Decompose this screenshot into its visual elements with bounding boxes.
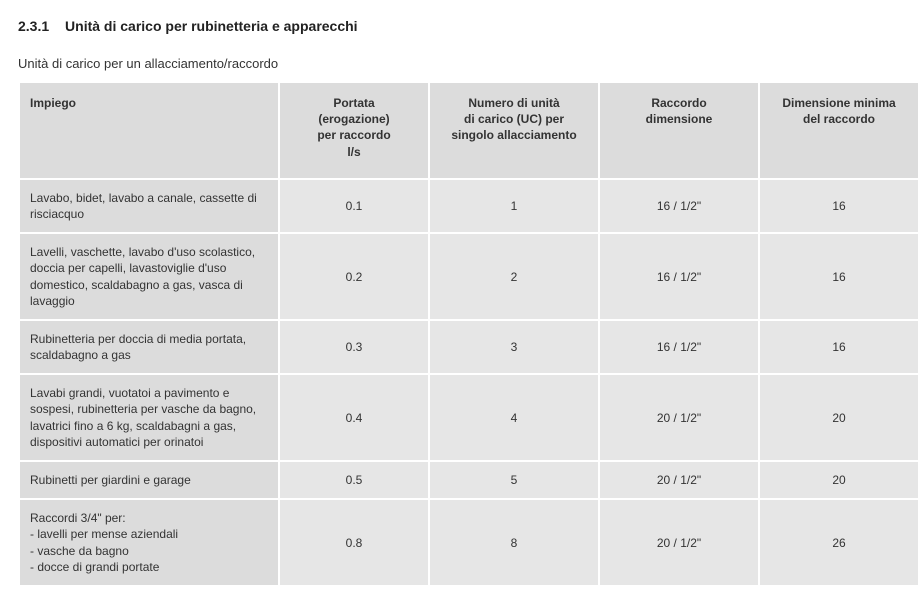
cell-impiego: Rubinetteria per doccia di media portata… [19,320,279,374]
cell-portata: 0.4 [279,374,429,461]
cell-raccordo: 16 / 1/2" [599,179,759,233]
section-number: 2.3.1 [18,18,49,34]
cell-dimmin: 16 [759,320,919,374]
cell-uc: 1 [429,179,599,233]
cell-raccordo: 16 / 1/2" [599,320,759,374]
load-units-table: Impiego Portata (erogazione) per raccord… [18,81,920,587]
section-title: Unità di carico per rubinetteria e appar… [65,18,358,34]
table-header-row: Impiego Portata (erogazione) per raccord… [19,82,919,179]
table-row: Lavabi grandi, vuotatoi a pavimento e so… [19,374,919,461]
cell-impiego: Raccordi 3/4" per: - lavelli per mense a… [19,499,279,586]
table-row: Lavabo, bidet, lavabo a canale, cassette… [19,179,919,233]
cell-portata: 0.5 [279,461,429,499]
cell-raccordo: 16 / 1/2" [599,233,759,320]
cell-dimmin: 20 [759,461,919,499]
cell-dimmin: 16 [759,179,919,233]
col-header-uc: Numero di unità di carico (UC) per singo… [429,82,599,179]
section-heading: 2.3.1 Unità di carico per rubinetteria e… [18,18,905,34]
cell-impiego: Rubinetti per giardini e garage [19,461,279,499]
cell-impiego: Lavabi grandi, vuotatoi a pavimento e so… [19,374,279,461]
col-header-raccordo: Raccordo dimensione [599,82,759,179]
cell-raccordo: 20 / 1/2" [599,374,759,461]
col-header-dimmin: Dimensione minima del raccordo [759,82,919,179]
table-row: Lavelli, vaschette, lavabo d'uso scolast… [19,233,919,320]
cell-dimmin: 20 [759,374,919,461]
cell-raccordo: 20 / 1/2" [599,499,759,586]
cell-portata: 0.1 [279,179,429,233]
col-header-portata: Portata (erogazione) per raccordo l/s [279,82,429,179]
cell-portata: 0.2 [279,233,429,320]
cell-portata: 0.8 [279,499,429,586]
col-header-impiego: Impiego [19,82,279,179]
cell-raccordo: 20 / 1/2" [599,461,759,499]
table-row: Rubinetteria per doccia di media portata… [19,320,919,374]
cell-impiego: Lavelli, vaschette, lavabo d'uso scolast… [19,233,279,320]
cell-uc: 8 [429,499,599,586]
cell-portata: 0.3 [279,320,429,374]
cell-uc: 3 [429,320,599,374]
cell-dimmin: 26 [759,499,919,586]
cell-uc: 5 [429,461,599,499]
table-row: Rubinetti per giardini e garage 0.5 5 20… [19,461,919,499]
cell-impiego: Lavabo, bidet, lavabo a canale, cassette… [19,179,279,233]
table-row: Raccordi 3/4" per: - lavelli per mense a… [19,499,919,586]
cell-dimmin: 16 [759,233,919,320]
cell-uc: 4 [429,374,599,461]
cell-uc: 2 [429,233,599,320]
subheading: Unità di carico per un allacciamento/rac… [18,56,905,71]
